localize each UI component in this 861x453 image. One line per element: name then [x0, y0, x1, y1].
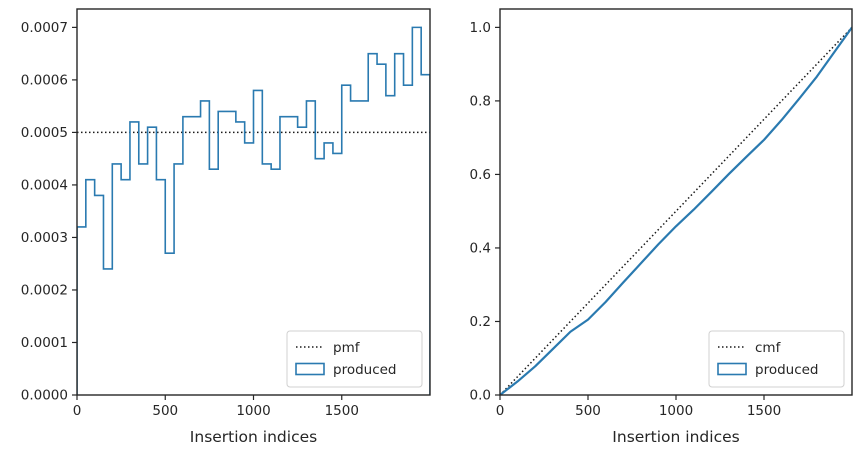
x-tick-label: 1000 — [659, 403, 693, 419]
legend-produced-label: produced — [333, 362, 397, 378]
y-tick-label: 0.0006 — [21, 72, 68, 88]
cmf-line — [500, 26, 852, 395]
legend-produced-label: produced — [755, 362, 819, 378]
y-tick-label: 0.0004 — [21, 177, 68, 193]
x-axis-label: Insertion indices — [190, 428, 317, 446]
legend-box — [708, 330, 845, 388]
produced-step-line — [77, 26, 430, 395]
legend-box — [286, 330, 423, 388]
legend-produced-swatch — [717, 362, 747, 376]
x-tick-label: 1000 — [236, 403, 270, 419]
left-pmf-panel: 0 500 1000 1500 0.0000 0.0001 0.0002 0.0003 0.00… — [21, 8, 431, 446]
x-tick-label: 500 — [152, 403, 178, 419]
legend: pmf produced — [286, 330, 423, 388]
x-tick-label: 500 — [575, 403, 601, 419]
y-tick-label: 0.0007 — [21, 20, 68, 36]
y-tick-label: 0.4 — [470, 240, 491, 256]
y-tick-label: 1.0 — [470, 20, 491, 36]
produced-cumulative-line — [500, 26, 852, 395]
plot-area — [500, 26, 852, 395]
y-tick-label: 0.2 — [470, 314, 491, 330]
x-tick-label: 0 — [496, 403, 505, 419]
y-tick-label: 0.0000 — [21, 388, 68, 404]
y-tick-label: 0.0005 — [21, 125, 68, 141]
x-tick-label: 0 — [73, 403, 82, 419]
y-tick-label: 0.0 — [470, 388, 491, 404]
legend-produced-swatch — [295, 362, 325, 376]
y-tick-label: 0.8 — [470, 93, 491, 109]
y-tick-label: 0.0003 — [21, 230, 68, 246]
y-tick-label: 0.0001 — [21, 335, 68, 351]
right-cmf-panel: 0 500 1000 1500 0.0 0.2 0.4 0.6 0.8 1.0 Insertion … — [470, 8, 853, 446]
y-tick-label: 0.6 — [470, 167, 491, 183]
x-axis-label: Insertion indices — [612, 428, 739, 446]
legend-cmf-label: cmf — [755, 340, 782, 356]
legend: cmf produced — [708, 330, 845, 388]
x-tick-label: 1500 — [747, 403, 781, 419]
plot-area — [77, 26, 430, 395]
x-tick-label: 1500 — [325, 403, 359, 419]
y-tick-label: 0.0002 — [21, 282, 68, 298]
legend-pmf-label: pmf — [333, 340, 361, 356]
